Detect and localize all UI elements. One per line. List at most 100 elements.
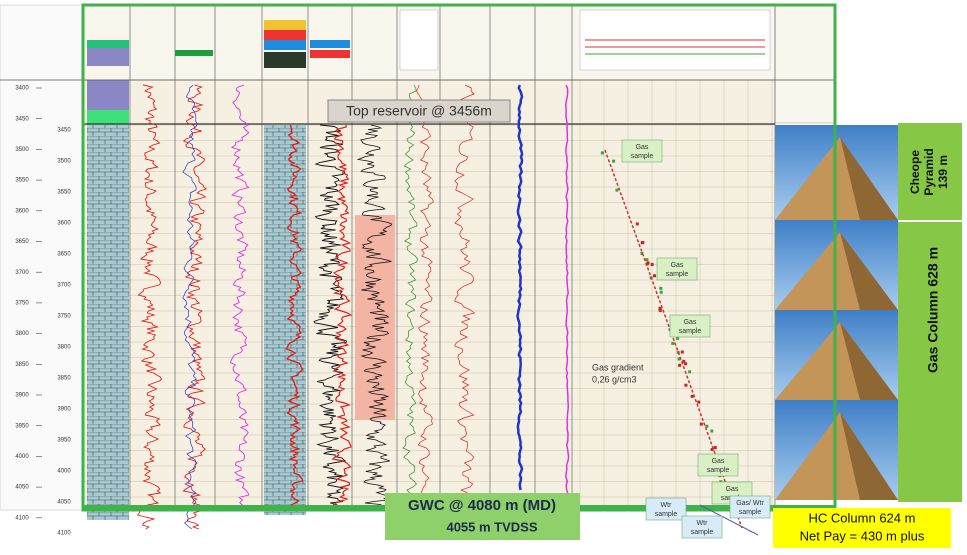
sample-label: Gas/ Wtr [736,500,764,507]
sample-label: sample [679,328,702,335]
depth-md: 3550 [15,178,29,184]
sample-label: sample [707,467,730,474]
depth-tvd: 3950 [57,438,71,444]
gas-column: Gas Column 628 m [925,247,941,373]
log-curve [415,84,434,509]
sample-box [656,257,698,281]
pressure-point [684,362,688,366]
depth-md: 4050 [15,485,29,491]
pressure-point [710,429,714,433]
top-reservoir-box [327,99,511,123]
log-curve [331,125,353,510]
depth-md: 3500 [15,147,29,153]
depth-tvd: 3900 [57,407,71,413]
sample-label: Wtr [697,520,709,527]
sample-box [645,497,687,521]
log-curve [182,84,208,530]
lithology [87,125,395,520]
depth-tvd: 3700 [57,283,71,289]
log-curve [564,84,570,510]
gwc-label: GWC @ 4080 m (MD) [408,497,556,514]
log-curve [229,84,250,511]
depth-tvd: 3800 [57,345,71,351]
pressure-point [645,258,649,262]
sample-label: Gas [671,262,684,269]
pressure-point [684,383,688,387]
sample-label: sample [631,153,654,160]
pressure-point [688,370,692,374]
water-gradient-line [699,504,759,536]
hc-column: HC Column 624 m [809,510,916,525]
pressure-point [677,357,681,361]
log-curve [454,84,476,509]
pressure-point [615,188,619,192]
depth-md: 3400 [15,86,29,92]
sample-box [697,453,739,477]
pyramid-height: 139 m [936,155,950,189]
depth-md: 3450 [15,116,29,122]
gwc-tvdss: 4055 m TVDSS [446,519,537,534]
depth-md: 3900 [15,393,29,399]
depth-md: 3750 [15,300,29,306]
net-pay: Net Pay = 430 m plus [800,528,925,543]
pressure-point [658,308,662,312]
pyramid-shade [840,232,898,310]
pressure-point [697,400,701,404]
pressure-point [640,241,644,245]
log-curve [313,124,348,510]
pyramid-label: Cheope [908,150,922,194]
log-curve [356,124,393,510]
pyramid-label: Pyramid [922,148,936,195]
depth-md: 4100 [15,515,29,521]
pressure-point [710,447,714,451]
sample-box [669,314,711,338]
gas-column-box [898,222,962,502]
sample-box [681,515,723,539]
pressure-point [652,274,656,278]
depth-tvd: 3450 [57,128,71,134]
depth-md: 3950 [15,423,29,429]
pressure-point [658,306,662,310]
log-curve [136,84,163,530]
sample-label: sample [739,509,762,516]
sample-labels: Gas sample Gas sample Gas sample Gas sample Gas s… [621,139,771,539]
pyramid-shade [840,412,898,500]
pressure-point [600,151,604,155]
pressure-point [659,290,663,294]
pyramid-box [898,123,962,220]
sample-label: Wtr [661,502,673,509]
gwc-box [385,493,580,540]
top-reservoir: Top reservoir @ 3456m [346,103,492,119]
depth-tvd: 3650 [57,252,71,258]
depth-tvd: 3850 [57,376,71,382]
pressure-point [646,261,650,265]
gas-gradient: 0,26 g/cm3 [592,374,637,384]
pressure-point [713,446,717,450]
pressure-point [640,251,644,255]
depth-tvd: 4050 [57,500,71,506]
depth-md: 4000 [15,454,29,460]
pressure-point [659,286,663,290]
depth-md: 3850 [15,362,29,368]
sample-label: Gas [636,144,649,151]
sample-box [621,139,663,163]
pressure-point [682,359,686,363]
depth-tvd: 3600 [57,221,71,227]
pressure-point [650,262,654,266]
depth-md: 3600 [15,208,29,214]
hc-box [773,508,951,548]
sample-label: Gas [726,486,739,493]
depth-tvd: 4100 [57,531,71,537]
pressure-point [671,341,675,345]
pyramid-shade [840,322,898,400]
log-curve [285,124,304,509]
depth-tvd: 4000 [57,469,71,475]
pressure-point [699,422,703,426]
pyramid-shade [840,137,898,220]
depth-labels: 3400 3450 3500 3550 3600 3650 3700 3750 3800 3850… [15,86,71,537]
log-curve [182,84,198,530]
sample-box [729,495,771,519]
sample-label: sample [666,271,689,278]
pressure-point [680,350,684,354]
